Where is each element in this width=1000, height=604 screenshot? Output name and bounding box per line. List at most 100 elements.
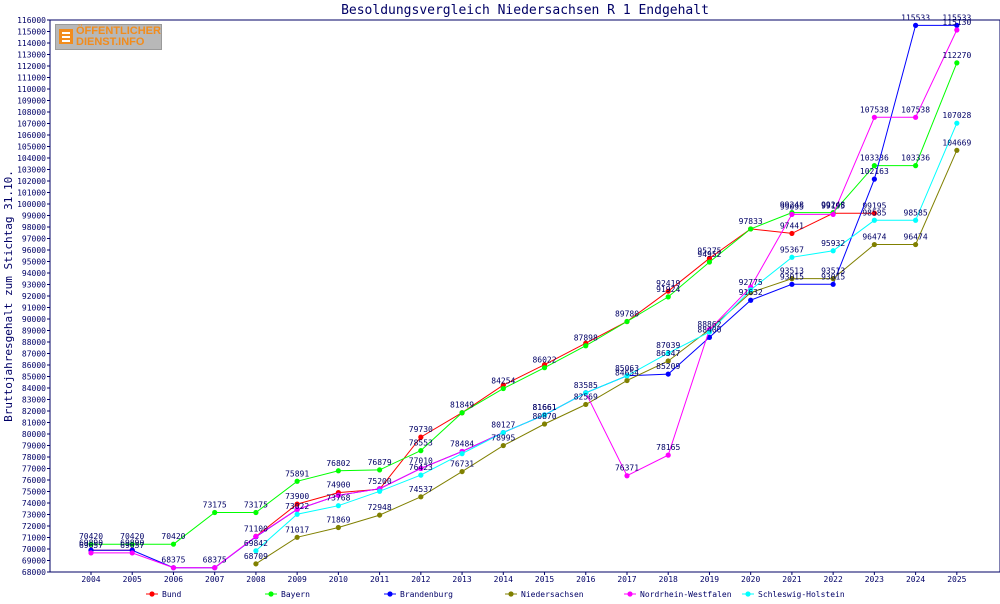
- y-tick-label: 89000: [22, 327, 46, 336]
- series-layer: [88, 22, 960, 571]
- data-point: [789, 211, 795, 218]
- y-tick-label: 68000: [22, 568, 46, 577]
- data-label: 81661: [532, 403, 556, 412]
- y-tick-label: 110000: [17, 85, 46, 94]
- data-label: 78165: [656, 443, 680, 452]
- data-label: 69890: [79, 538, 103, 547]
- y-tick-label: 75000: [22, 488, 46, 497]
- y-tick-label: 84000: [22, 384, 46, 393]
- data-point: [253, 533, 259, 539]
- data-point: [954, 27, 960, 33]
- data-point: [871, 176, 877, 182]
- data-label: 69842: [244, 539, 268, 548]
- y-tick-label: 76000: [22, 476, 46, 485]
- logo-line-2: DIENST.INFO: [76, 36, 145, 48]
- x-tick-label: 2021: [782, 575, 801, 584]
- data-point: [954, 147, 960, 153]
- data-label: 75200: [368, 477, 392, 486]
- data-label: 81849: [450, 401, 474, 410]
- y-tick-label: 92000: [22, 292, 46, 301]
- data-point: [335, 524, 341, 531]
- data-label: 69890: [120, 538, 144, 547]
- logo-text: ÖFFENTLICHER DIENST.INFO: [76, 26, 161, 48]
- y-tick-label: 99000: [22, 212, 46, 221]
- data-label: 98585: [904, 208, 928, 217]
- data-point: [418, 472, 424, 478]
- legend-marker: [627, 591, 633, 597]
- data-label: 81661: [532, 403, 556, 412]
- data-point: [418, 465, 424, 471]
- x-tick-label: 2014: [494, 575, 513, 584]
- data-point: [170, 565, 177, 571]
- y-tick-label: 95000: [22, 258, 46, 267]
- data-label: 78553: [409, 439, 433, 448]
- data-point: [335, 468, 341, 474]
- data-point: [871, 163, 877, 169]
- data-point: [871, 114, 877, 120]
- x-tick-label: 2017: [617, 575, 636, 584]
- x-tick-label: 2015: [535, 575, 554, 584]
- data-label: 78484: [450, 439, 474, 448]
- y-tick-label: 113000: [17, 51, 46, 60]
- legend-marker: [149, 591, 155, 597]
- data-point: [913, 163, 919, 169]
- data-point: [212, 509, 218, 516]
- data-point: [954, 60, 960, 66]
- data-label: 91924: [656, 285, 680, 294]
- data-point: [748, 297, 754, 303]
- data-point: [748, 287, 754, 293]
- data-label: 71017: [285, 525, 309, 534]
- data-label: 84654: [615, 368, 639, 377]
- y-tick-label: 107000: [17, 120, 46, 129]
- data-label: 74537: [409, 485, 433, 494]
- data-label: 104669: [942, 138, 971, 147]
- data-label: 70420: [161, 532, 185, 541]
- data-point: [665, 288, 671, 294]
- data-label: 95932: [821, 239, 845, 248]
- x-tick-label: 2022: [824, 575, 843, 584]
- data-point: [500, 385, 506, 392]
- data-label: 86022: [532, 356, 556, 365]
- data-point: [665, 452, 671, 458]
- data-point: [954, 22, 960, 28]
- data-point: [624, 377, 630, 384]
- y-tick-label: 94000: [22, 269, 46, 278]
- data-label: 71100: [244, 524, 268, 533]
- data-point: [830, 211, 836, 218]
- y-tick-label: 100000: [17, 200, 46, 209]
- data-point: [541, 365, 548, 371]
- y-tick-label: 69000: [22, 557, 46, 566]
- data-point: [253, 509, 259, 516]
- y-tick-label: 91000: [22, 304, 46, 313]
- data-label: 80870: [532, 412, 556, 421]
- x-tick-label: 2005: [123, 575, 142, 584]
- data-point: [253, 548, 259, 554]
- data-label: 115533: [942, 13, 971, 22]
- data-label: 83585: [574, 381, 598, 390]
- data-label: 73768: [326, 494, 350, 503]
- data-label: 71869: [326, 516, 350, 525]
- y-tick-label: 111000: [17, 74, 46, 83]
- legend-marker: [745, 591, 751, 597]
- data-point: [665, 371, 671, 377]
- y-tick-label: 102000: [17, 177, 46, 186]
- x-tick-label: 2011: [370, 575, 389, 584]
- data-label: 69657: [120, 541, 144, 550]
- data-point: [418, 434, 424, 440]
- data-label: 99095: [780, 202, 804, 211]
- data-label: 115130: [942, 18, 971, 27]
- data-label: 99195: [862, 201, 886, 210]
- data-label: 73175: [203, 500, 227, 509]
- y-tick-label: 72000: [22, 522, 46, 531]
- data-label: 73900: [285, 492, 309, 501]
- data-label: 92775: [739, 278, 763, 287]
- series-schleswig-holstein: [253, 120, 960, 554]
- x-tick-label: 2018: [659, 575, 678, 584]
- y-tick-label: 115000: [17, 28, 46, 37]
- legend-label: Bund: [162, 590, 181, 599]
- data-label: 88862: [697, 320, 721, 329]
- data-label: 70420: [120, 532, 144, 541]
- data-label: 93513: [780, 267, 804, 276]
- series-line: [91, 29, 958, 569]
- data-label: 80127: [491, 421, 515, 430]
